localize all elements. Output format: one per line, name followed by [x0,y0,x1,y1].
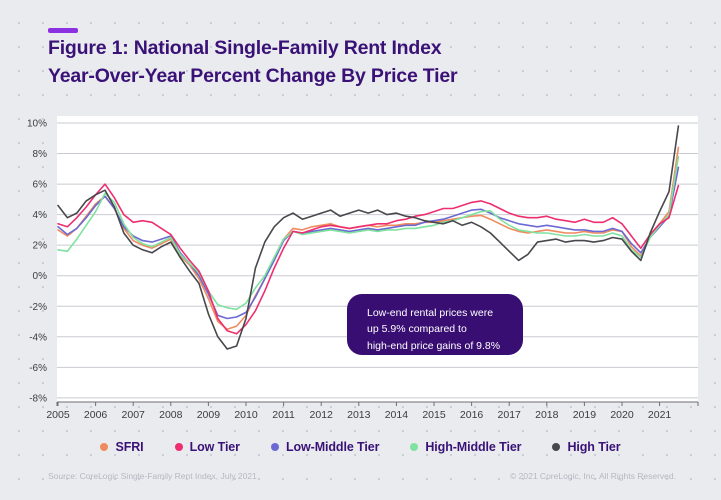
chart-legend: SFRI Low Tier Low-Middle Tier High-Middle T… [0,440,721,454]
x-axis-tick-label: 2009 [197,409,221,421]
y-axis-tick-label: 2% [33,241,48,252]
x-axis-tick-label: 2011 [272,409,295,421]
x-axis-tick-label: 2005 [46,409,70,421]
legend-dot [174,443,183,451]
footer: Source: CoreLogic Single-Family Rent Ind… [0,471,721,487]
copyright-note: © 2021 CoreLogic, Inc. All Rights Reserv… [510,471,676,481]
legend-dot [270,443,279,451]
legend-label: SFRI [115,440,144,454]
y-axis-tick-label: -8% [29,393,47,404]
y-axis-tick-label: -2% [29,302,47,313]
annotation-callout: Low-end rental prices were up 5.9% compa… [347,294,523,355]
y-axis-tick-label: 4% [33,210,48,221]
y-axis-tick-label: 6% [33,180,48,191]
x-axis-tick-label: 2015 [422,409,446,421]
series-line-high-tier [57,125,680,350]
series-line-high-middle-tier [57,155,680,311]
y-axis-tick-label: -4% [29,332,47,343]
x-axis-tick-label: 2019 [573,409,597,421]
plot-background [57,116,698,402]
legend-item-high-middle-tier: High-Middle Tier [410,440,522,454]
x-axis-tick-label: 2020 [610,409,634,421]
x-axis-tick-label: 2007 [122,409,146,421]
x-axis-tick-label: 2018 [535,409,559,421]
x-axis-tick-label: 2013 [347,409,371,421]
legend-label: High Tier [567,440,621,454]
x-axis-tick-label: 2017 [498,409,522,421]
title-accent-bar [48,28,78,33]
series-line-low-tier [57,183,680,335]
legend-label: Low Tier [189,440,240,454]
legend-item-sfri: SFRI [100,440,144,454]
series-line-low-middle-tier [57,166,680,320]
x-axis-tick-label: 2012 [310,409,334,421]
x-axis-tick-label: 2014 [385,409,409,421]
legend-item-high-tier: High Tier [552,440,621,454]
x-axis-tick-label: 2008 [159,409,183,421]
x-axis-tick-label: 2010 [234,409,258,421]
source-note: Source: CoreLogic Single-Family Rent Ind… [48,471,257,481]
y-axis-tick-label: -6% [29,363,47,374]
y-axis-tick-label: 0% [33,271,48,282]
x-axis-tick-label: 2006 [84,409,108,421]
legend-label: Low-Middle Tier [285,440,380,454]
legend-item-low-tier: Low Tier [174,440,240,454]
x-axis-tick-label: 2021 [648,409,672,421]
figure-title: Figure 1: National Single-Family Rent In… [48,37,458,87]
legend-label: High-Middle Tier [425,440,522,454]
legend-dot [410,443,419,451]
legend-item-low-middle-tier: Low-Middle Tier [270,440,380,454]
legend-dot [100,443,109,451]
y-axis-tick-label: 10% [27,119,47,130]
x-axis-tick-label: 2016 [460,409,484,421]
y-axis-tick-label: 8% [33,149,48,160]
legend-dot [552,443,561,451]
